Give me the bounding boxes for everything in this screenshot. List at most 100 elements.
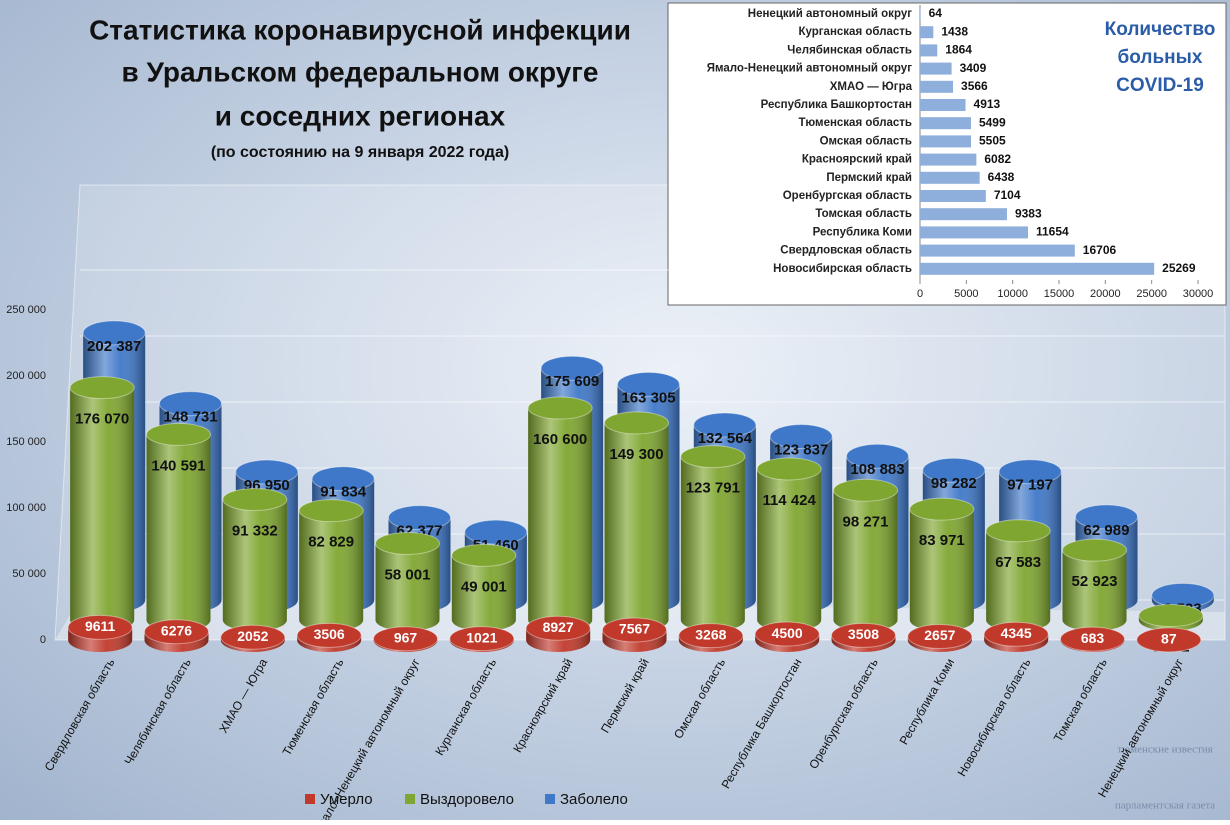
inset-title: COVID-19 <box>1116 75 1204 96</box>
bar-cap <box>388 505 451 531</box>
value-label: 108 883 <box>850 461 904 478</box>
bar-shading <box>1062 550 1127 632</box>
bar-cap <box>909 497 975 521</box>
legend-swatch <box>405 794 415 804</box>
value-label: 49 001 <box>461 578 507 595</box>
bar-shading <box>146 434 211 632</box>
bar-shading <box>299 510 364 632</box>
value-label: 97 197 <box>1007 477 1053 494</box>
bar-cap <box>527 396 593 420</box>
value-label: 3268 <box>695 626 726 642</box>
value-label: 4913 <box>974 97 1001 111</box>
legend-swatch <box>305 794 315 804</box>
value-label: 9383 <box>1015 206 1042 220</box>
bar-cap <box>222 487 288 511</box>
value-label: 9611 <box>85 618 116 634</box>
bar-cap <box>144 619 209 645</box>
value-label: 132 564 <box>698 430 753 447</box>
category-label: Омская область <box>820 135 912 147</box>
bar-cap <box>67 614 133 640</box>
category-label: Томская область <box>815 208 912 220</box>
y-tick-label: 200 000 <box>6 370 46 382</box>
value-label: 3566 <box>961 79 988 93</box>
title-line: и соседних регионах <box>215 100 506 131</box>
bar-shading <box>909 509 974 632</box>
category-label: Курганская область <box>798 26 912 38</box>
bar <box>920 26 934 39</box>
bar-cap <box>604 411 669 435</box>
logo-bottom: парламентская газета <box>1115 800 1215 812</box>
bar-shading <box>604 422 669 632</box>
value-label: 91 332 <box>232 522 278 539</box>
bar-cap <box>373 626 438 652</box>
value-label: 202 387 <box>87 338 141 355</box>
bar-cap <box>159 391 222 417</box>
x-tick-label: 5000 <box>954 288 978 300</box>
category-label: Красноярский край <box>802 154 912 166</box>
bar-shading <box>986 530 1051 631</box>
bar <box>920 135 972 148</box>
inset-title: больных <box>1118 47 1203 68</box>
bar-cap <box>1136 627 1202 653</box>
category-label: Республика Коми <box>813 226 912 238</box>
bar-shading <box>375 543 440 632</box>
value-label: 25269 <box>1162 261 1196 275</box>
bar-cap <box>756 457 822 481</box>
value-label: 8927 <box>543 619 574 635</box>
value-label: 62 989 <box>1084 522 1130 539</box>
value-label: 140 591 <box>151 457 205 474</box>
bar-cap <box>449 626 515 652</box>
y-tick-label: 0 <box>40 634 46 646</box>
bar-shading <box>528 408 593 632</box>
bar-cap <box>82 320 146 346</box>
x-tick-label: 30000 <box>1183 288 1214 300</box>
value-label: 67 583 <box>995 554 1041 571</box>
legend-label: Умерло <box>320 791 373 808</box>
value-label: 16706 <box>1083 243 1117 257</box>
bar <box>920 190 986 202</box>
bar-cap <box>602 617 667 643</box>
bar-cap <box>693 412 757 438</box>
category-label: Оренбургская область <box>783 190 912 202</box>
value-label: 149 300 <box>609 446 663 463</box>
bar <box>920 80 954 93</box>
value-label: 1438 <box>941 24 968 38</box>
bar-cap <box>1075 504 1138 530</box>
bar <box>920 99 966 111</box>
value-label: 11654 <box>1036 225 1069 239</box>
value-label: 83 971 <box>919 532 965 549</box>
category-label: Пермский край <box>826 172 912 184</box>
y-tick-label: 150 000 <box>6 436 46 448</box>
category-label: Свердловская область <box>780 245 912 257</box>
title-line: в Уральском федеральном округе <box>122 56 599 87</box>
legend-label: Выздоровело <box>420 791 514 808</box>
y-tick-label: 50 000 <box>12 568 46 580</box>
value-label: 52 923 <box>1072 573 1118 590</box>
value-label: 3506 <box>314 626 345 642</box>
value-label: 5499 <box>979 115 1006 129</box>
value-label: 6082 <box>984 152 1011 166</box>
value-label: 148 731 <box>163 409 217 426</box>
bar <box>920 153 977 166</box>
value-label: 176 070 <box>75 411 129 428</box>
value-label: 123 837 <box>774 442 828 459</box>
bar-cap <box>311 466 375 492</box>
x-tick-label: 25000 <box>1136 288 1167 300</box>
value-label: 175 609 <box>545 373 599 390</box>
bar-cap <box>1138 604 1204 628</box>
y-tick-label: 250 000 <box>6 304 46 316</box>
value-label: 98 282 <box>931 475 977 492</box>
bar-cap <box>69 376 135 400</box>
bar <box>920 244 1075 257</box>
x-tick-label: 10000 <box>997 288 1028 300</box>
bar <box>920 44 938 57</box>
bar-shading <box>757 468 822 632</box>
bar-cap <box>846 443 909 469</box>
bar <box>920 117 971 130</box>
category-label: Тюменская область <box>799 117 912 129</box>
category-label: Ямало-Ненецкий автономный округ <box>707 63 912 75</box>
category-label: Челябинская область <box>787 44 912 56</box>
value-label: 683 <box>1081 630 1105 646</box>
y-tick-label: 100 000 <box>6 502 46 514</box>
